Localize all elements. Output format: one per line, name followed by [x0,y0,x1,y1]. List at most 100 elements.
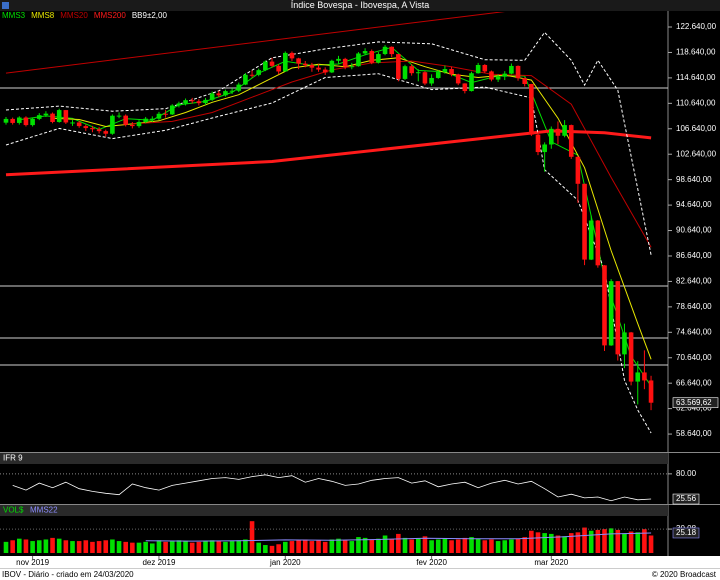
candle-body [130,124,135,127]
volume-bar [396,533,401,553]
candle-body [203,99,208,104]
candle-body [209,93,215,100]
volume-bar [522,537,527,553]
volume-bar [495,541,501,553]
candle-body [103,131,109,134]
candle-body [449,69,454,75]
rsi-panel [0,473,668,502]
candle-body [409,66,414,74]
indicator-line [5,31,652,256]
volume-bar [243,539,248,553]
candle-body [183,100,188,104]
volume-bar [435,539,441,553]
candle-body [389,46,394,55]
panel-title: VOL$ [3,506,24,515]
candle-body [150,118,155,121]
candle-body [462,83,468,92]
candle-body [322,69,328,73]
legend-entry: BB9±2,00 [132,11,168,20]
volume-bar [63,540,69,553]
candle-body [63,110,69,123]
candle-body [608,281,614,346]
candle-body [36,115,42,119]
candle-body [382,46,388,55]
last-price-label: 63.569,62 [676,398,712,407]
panel-header [0,505,668,516]
volume-bar [469,537,474,553]
volume-bar [196,541,202,553]
candle-body [243,74,248,85]
candle-body [10,118,15,123]
candle-body [70,122,75,124]
volume-bar [36,540,42,553]
volume-bar [116,541,122,553]
candle-body [588,220,594,260]
volume-bar [515,538,521,553]
candle-body [562,125,567,136]
volume-bar [449,540,454,553]
candle-body [169,105,175,115]
volume-bar [256,542,261,553]
y-tick-label: 80.00 [676,469,697,478]
volume-bar [336,538,341,553]
candle-body [416,72,421,74]
candle-body [482,64,488,72]
volume-bar [169,541,175,553]
candle-body [263,61,268,71]
candle-body [289,52,295,59]
candle-body [143,118,148,122]
candle-body [356,53,361,67]
volume-bar [608,528,614,553]
volume-bar [136,542,142,553]
volume-bar [462,537,468,553]
candle-body [110,115,115,134]
candle-body [648,380,654,403]
y-tick-label: 86.640,00 [676,251,712,260]
volume-bar [416,538,421,553]
candle-body [249,74,255,76]
candle-body [628,332,634,382]
candle-body [602,265,607,346]
volume-bar [429,540,434,553]
y-tick-label: 82.640,00 [676,277,712,286]
volume-bar [549,533,554,553]
candle-body [283,52,288,72]
candle-body [542,144,547,153]
y-tick-label: 66.640,00 [676,378,712,387]
candle-body [269,61,275,66]
volume-bar [229,541,235,553]
volume-bar [176,540,182,553]
volume-bar [329,539,335,553]
y-tick-label: 118.640,00 [676,48,716,57]
volume-bar [130,542,135,553]
volume-bar [316,540,321,553]
last-value-label: 25.18 [676,528,697,537]
candle-body [256,70,261,75]
candle-body [56,110,62,122]
y-tick-label: 122.640,00 [676,22,717,31]
legend-entry: MMS20 [60,11,88,20]
volume-bar [269,545,275,553]
candle-body [455,74,461,84]
volume-bar [575,532,581,553]
candle-body [615,281,621,355]
candle-body [223,91,228,96]
candle-body [163,113,168,115]
y-tick-label: 114.640,00 [676,73,716,82]
volume-bar [489,539,494,553]
y-tick-label: 58.640,00 [676,429,712,438]
volume-bar [562,536,567,553]
volume-bar [83,540,89,553]
y-tick-label: 78.640,00 [676,302,712,311]
candle-body [595,220,601,266]
candle-body [3,118,9,123]
volume-bar [555,535,561,553]
volume-bar [216,541,222,553]
candle-body [349,66,355,68]
candle-body [396,54,401,79]
volume-bar [203,541,208,553]
app-icon [2,2,9,9]
candle-body [309,65,315,68]
x-tick-label: fev 2020 [416,558,447,567]
